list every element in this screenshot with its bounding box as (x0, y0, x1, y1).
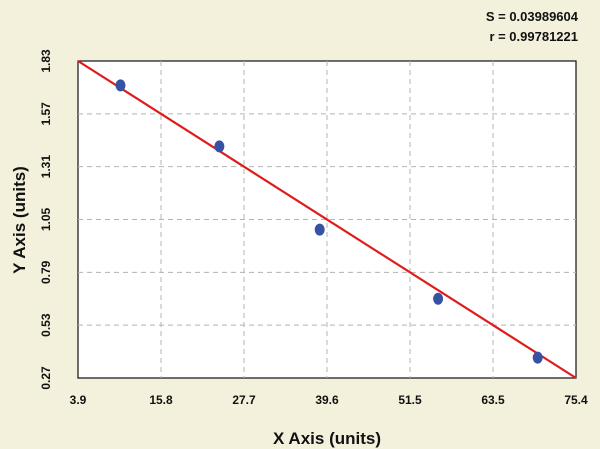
x-tick-label: 39.6 (315, 393, 339, 407)
y-tick-label: 1.83 (39, 49, 53, 73)
y-tick-label: 1.05 (39, 207, 53, 231)
data-point (532, 351, 543, 364)
fit-line (77, 60, 577, 379)
x-tick-label: 27.7 (232, 393, 256, 407)
data-point (433, 292, 444, 305)
data-point (214, 140, 225, 153)
y-tick-label: 1.57 (39, 102, 53, 126)
y-axis-title: Y Axis (units) (10, 166, 29, 274)
s-statistic: S = 0.03989604 (486, 9, 579, 24)
x-tick-label: 51.5 (398, 393, 422, 407)
data-points (115, 79, 543, 364)
x-axis-title: X Axis (units) (273, 429, 381, 448)
data-point (314, 223, 325, 236)
y-tick-label: 1.31 (39, 155, 53, 179)
y-tick-label: 0.53 (39, 313, 53, 337)
fit-line-layer (77, 60, 577, 379)
x-tick-label: 3.9 (70, 393, 87, 407)
y-tick-labels: 0.27 0.53 0.79 1.05 1.31 1.57 1.83 (39, 49, 53, 390)
y-tick-label: 0.27 (39, 366, 53, 390)
y-tick-label: 0.79 (39, 260, 53, 284)
data-point (115, 79, 126, 92)
x-tick-label: 75.4 (564, 393, 588, 407)
r-statistic: r = 0.99781221 (489, 29, 578, 44)
x-tick-label: 63.5 (481, 393, 505, 407)
x-tick-labels: 3.9 15.8 27.7 39.6 51.5 63.5 75.4 (70, 393, 588, 407)
x-tick-label: 15.8 (149, 393, 173, 407)
